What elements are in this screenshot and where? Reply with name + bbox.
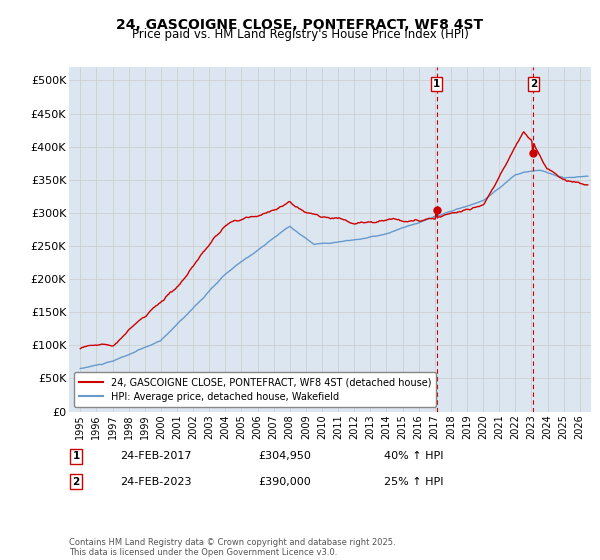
Text: £390,000: £390,000 xyxy=(258,477,311,487)
Text: 1: 1 xyxy=(433,79,440,88)
Text: 2: 2 xyxy=(73,477,80,487)
Text: 2: 2 xyxy=(530,79,537,88)
Text: £304,950: £304,950 xyxy=(258,451,311,461)
Text: 24-FEB-2017: 24-FEB-2017 xyxy=(120,451,191,461)
Text: Price paid vs. HM Land Registry's House Price Index (HPI): Price paid vs. HM Land Registry's House … xyxy=(131,28,469,41)
Text: 25% ↑ HPI: 25% ↑ HPI xyxy=(384,477,443,487)
Text: Contains HM Land Registry data © Crown copyright and database right 2025.
This d: Contains HM Land Registry data © Crown c… xyxy=(69,538,395,557)
Text: 40% ↑ HPI: 40% ↑ HPI xyxy=(384,451,443,461)
Text: 1: 1 xyxy=(73,451,80,461)
Text: 24, GASCOIGNE CLOSE, PONTEFRACT, WF8 4ST: 24, GASCOIGNE CLOSE, PONTEFRACT, WF8 4ST xyxy=(116,18,484,32)
Text: 24-FEB-2023: 24-FEB-2023 xyxy=(120,477,191,487)
Legend: 24, GASCOIGNE CLOSE, PONTEFRACT, WF8 4ST (detached house), HPI: Average price, d: 24, GASCOIGNE CLOSE, PONTEFRACT, WF8 4ST… xyxy=(74,372,436,407)
